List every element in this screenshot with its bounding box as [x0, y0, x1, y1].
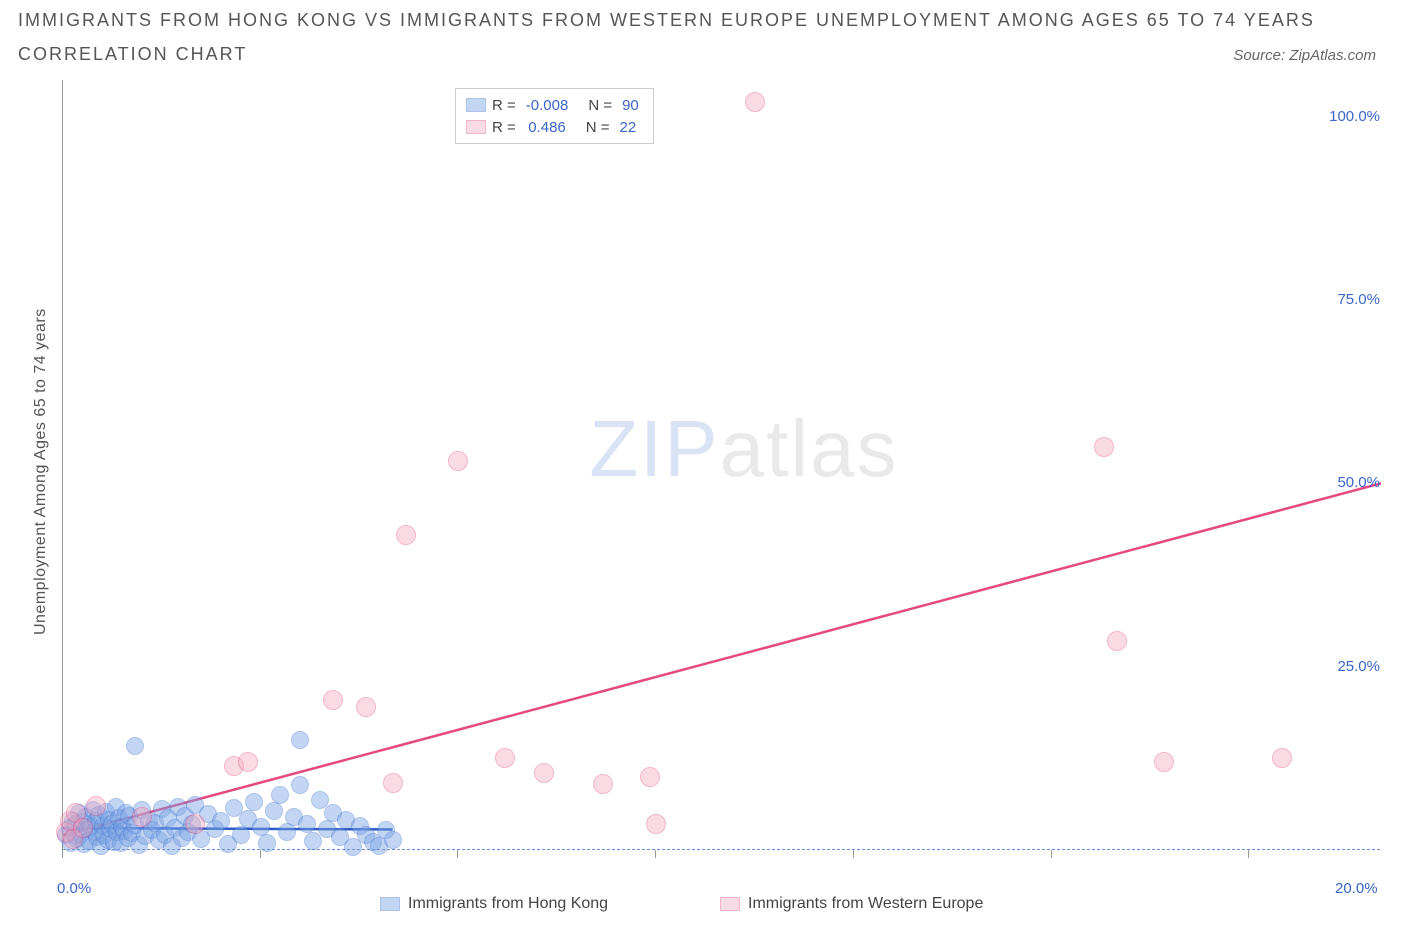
x-tick	[853, 850, 854, 858]
legend-n-label: N =	[588, 97, 612, 114]
scatter-point-we	[745, 92, 765, 112]
scatter-point-we	[646, 814, 666, 834]
legend-n-label: N =	[586, 119, 610, 136]
scatter-point-hk	[291, 776, 309, 794]
scatter-point-hk	[245, 793, 263, 811]
trend-lines	[63, 80, 1381, 850]
scatter-point-we	[1154, 752, 1174, 772]
scatter-point-hk	[298, 815, 316, 833]
x-tick	[655, 850, 656, 858]
scatter-point-we	[495, 748, 515, 768]
legend-r-value: -0.008	[522, 97, 573, 114]
scatter-point-we	[396, 525, 416, 545]
x-tick-label-min: 0.0%	[57, 880, 91, 897]
legend-r-value: 0.486	[522, 119, 570, 136]
bottom-legend-label-hk: Immigrants from Hong Kong	[408, 895, 608, 913]
x-tick	[62, 850, 63, 858]
scatter-point-hk	[232, 826, 250, 844]
bottom-swatch-hk	[380, 897, 400, 911]
chart-title-line2: CORRELATION CHART	[18, 44, 247, 65]
x-tick	[457, 850, 458, 858]
trend-line-we	[63, 483, 1381, 835]
legend-western-europe: Immigrants from Western Europe	[720, 895, 983, 913]
x-tick-label-max: 20.0%	[1335, 880, 1378, 897]
bottom-swatch-we	[720, 897, 740, 911]
scatter-point-hk	[212, 812, 230, 830]
scatter-point-hk	[258, 834, 276, 852]
scatter-point-we	[185, 814, 205, 834]
scatter-point-hk	[265, 802, 283, 820]
scatter-point-we	[593, 774, 613, 794]
legend-swatch-hk	[466, 98, 486, 112]
scatter-point-hk	[271, 786, 289, 804]
scatter-point-we	[448, 451, 468, 471]
legend-hong-kong: Immigrants from Hong Kong	[380, 895, 608, 913]
legend-swatch-we	[466, 120, 486, 134]
scatter-plot-area	[62, 80, 1380, 850]
scatter-point-we	[1107, 631, 1127, 651]
correlation-legend: R =-0.008N =90R =0.486N =22	[455, 88, 654, 144]
legend-r-label: R =	[492, 97, 516, 114]
scatter-point-hk	[278, 823, 296, 841]
legend-row-hk: R = -0.008 N = 90	[466, 94, 643, 116]
scatter-point-we	[356, 697, 376, 717]
scatter-point-hk	[126, 737, 144, 755]
scatter-point-we	[238, 752, 258, 772]
legend-n-value: 90	[618, 97, 643, 114]
x-tick	[1051, 850, 1052, 858]
y-tick-label: 100.0%	[1320, 108, 1380, 125]
scatter-point-we	[86, 796, 106, 816]
scatter-point-we	[132, 807, 152, 827]
scatter-point-we	[534, 763, 554, 783]
x-tick	[1248, 850, 1249, 858]
scatter-point-we	[383, 773, 403, 793]
x-tick	[260, 850, 261, 858]
scatter-point-we	[640, 767, 660, 787]
source-name: ZipAtlas.com	[1289, 47, 1376, 64]
legend-n-value: 22	[616, 119, 641, 136]
y-tick-label: 25.0%	[1320, 658, 1380, 675]
scatter-point-we	[323, 690, 343, 710]
legend-row-we: R = 0.486 N = 22	[466, 116, 643, 138]
source-credit: Source: ZipAtlas.com	[1233, 47, 1376, 64]
chart-title-line1: IMMIGRANTS FROM HONG KONG VS IMMIGRANTS …	[18, 10, 1315, 31]
scatter-point-we	[73, 818, 93, 838]
legend-r-label: R =	[492, 119, 516, 136]
scatter-point-hk	[384, 831, 402, 849]
bottom-legend-label-we: Immigrants from Western Europe	[748, 895, 983, 913]
scatter-point-we	[1272, 748, 1292, 768]
source-prefix: Source:	[1233, 47, 1289, 64]
y-axis-label: Unemployment Among Ages 65 to 74 years	[32, 308, 50, 635]
y-tick-label: 50.0%	[1320, 474, 1380, 491]
scatter-point-hk	[291, 731, 309, 749]
y-tick-label: 75.0%	[1320, 291, 1380, 308]
scatter-point-we	[1094, 437, 1114, 457]
